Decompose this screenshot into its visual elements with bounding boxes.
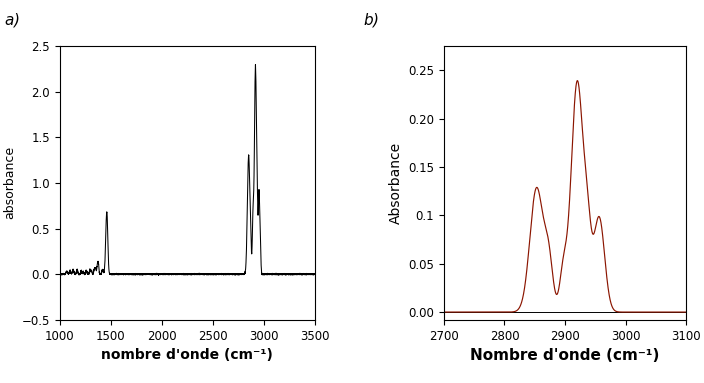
Text: $\it{b}$): $\it{b}$) xyxy=(363,11,379,29)
Y-axis label: Absorbance: Absorbance xyxy=(389,142,403,224)
X-axis label: Nombre d'onde (cm⁻¹): Nombre d'onde (cm⁻¹) xyxy=(470,348,660,363)
X-axis label: nombre d'onde (cm⁻¹): nombre d'onde (cm⁻¹) xyxy=(101,348,273,362)
Text: $\it{a}$): $\it{a}$) xyxy=(4,11,19,29)
Y-axis label: absorbance: absorbance xyxy=(4,146,16,219)
